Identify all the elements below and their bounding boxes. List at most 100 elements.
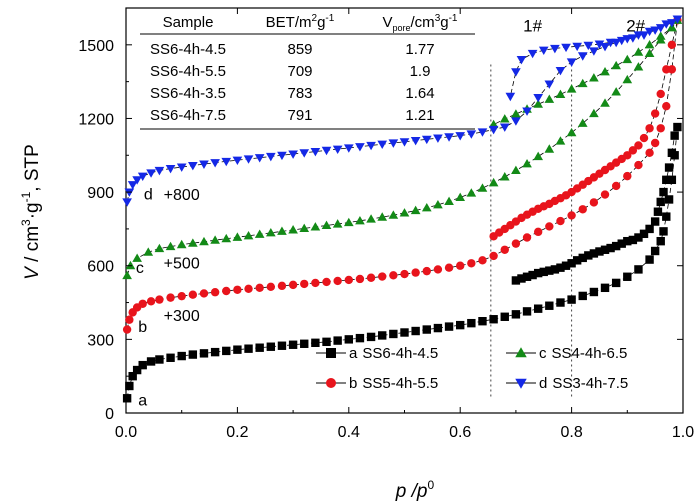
curve-tag: a	[138, 393, 147, 410]
data-point	[589, 249, 599, 258]
data-point	[659, 187, 668, 197]
curve-tag: d	[144, 186, 153, 203]
data-point	[561, 261, 571, 270]
data-point	[243, 230, 254, 240]
data-point	[633, 62, 644, 71]
data-point	[444, 133, 454, 142]
data-point	[522, 307, 532, 316]
data-point	[662, 175, 671, 185]
data-point	[444, 322, 454, 331]
data-point	[522, 272, 532, 281]
data-point	[344, 335, 353, 344]
data-point	[266, 282, 276, 292]
data-point	[670, 131, 679, 140]
data-point	[122, 325, 132, 334]
data-point	[511, 68, 521, 77]
data-point	[124, 188, 135, 197]
data-point	[653, 207, 663, 216]
y-tick-label: 0	[105, 406, 114, 423]
data-point	[299, 149, 310, 158]
data-point	[455, 192, 466, 202]
data-point	[177, 291, 186, 301]
data-point	[600, 66, 610, 76]
data-point	[388, 139, 399, 148]
data-point	[255, 283, 264, 293]
data-point	[572, 256, 582, 265]
legend-tag: c	[539, 345, 547, 362]
data-point	[210, 159, 220, 168]
data-point	[489, 251, 498, 261]
data-point	[222, 346, 231, 356]
data-point	[488, 177, 499, 187]
legend-item-a: a SS6-4h-4.5	[316, 345, 438, 362]
data-point	[605, 38, 616, 48]
y-axis-title-sup-1: -1	[19, 191, 33, 202]
y-tick-label: 900	[87, 185, 114, 202]
data-point	[545, 301, 554, 310]
legend-name: SS6-4h-4.5	[362, 345, 438, 362]
data-point	[555, 67, 566, 76]
data-point	[433, 134, 443, 143]
data-point	[644, 48, 655, 57]
series-a	[122, 122, 682, 403]
table-cell: 791	[287, 107, 312, 124]
data-point	[125, 381, 134, 391]
data-point	[233, 345, 242, 354]
data-point	[656, 124, 665, 133]
data-point	[578, 205, 587, 214]
data-point	[389, 329, 398, 339]
data-point	[511, 117, 521, 126]
data-point	[232, 232, 243, 241]
data-point	[572, 42, 582, 52]
data-point	[378, 272, 387, 281]
data-point	[277, 341, 287, 350]
y-axis-title-stp: , STP	[22, 144, 43, 192]
data-point	[277, 226, 287, 235]
data-point	[628, 34, 638, 43]
data-point	[277, 281, 287, 291]
table-cell: 709	[287, 63, 312, 80]
data-point	[288, 280, 298, 290]
data-point	[322, 337, 331, 347]
data-point	[655, 31, 666, 40]
legend-item-d: d SS3-4h-7.5	[506, 375, 628, 392]
data-point	[155, 355, 164, 364]
data-point	[299, 223, 310, 232]
data-point	[650, 138, 660, 148]
data-point	[577, 118, 588, 127]
data-point	[584, 251, 593, 260]
data-point	[662, 212, 671, 221]
y-axis-title: V / cm3·g-1, STP	[19, 144, 43, 280]
data-point	[377, 140, 388, 150]
data-point	[633, 47, 644, 56]
data-point	[132, 253, 142, 262]
y-tick-label: 1500	[78, 38, 114, 55]
data-point	[154, 243, 165, 253]
data-point	[600, 98, 610, 107]
data-point	[210, 288, 220, 297]
data-point	[138, 299, 147, 308]
data-point	[422, 266, 431, 276]
data-point	[500, 245, 509, 254]
data-point	[561, 43, 571, 53]
table-cell: SS6-4h-7.5	[150, 107, 226, 124]
legend-name: SS5-4h-5.5	[362, 375, 438, 392]
data-point	[623, 171, 632, 181]
legend-item-c: c SS4-4h-6.5	[506, 345, 627, 362]
x-tick-label: 0.8	[560, 424, 582, 441]
offset-label: +300	[164, 308, 200, 325]
data-point	[288, 225, 298, 234]
y-tick-label: 1200	[78, 111, 114, 128]
data-point	[266, 342, 276, 351]
data-point	[673, 122, 682, 132]
offset-label: +800	[164, 187, 200, 204]
y-axis-title-v: V	[22, 265, 43, 280]
data-point	[639, 133, 649, 143]
data-point	[566, 84, 577, 93]
data-point	[444, 196, 454, 205]
data-point	[522, 107, 532, 116]
legend-marker	[515, 347, 527, 358]
table-cell: SS6-4h-5.5	[150, 63, 226, 80]
data-point	[505, 92, 516, 102]
